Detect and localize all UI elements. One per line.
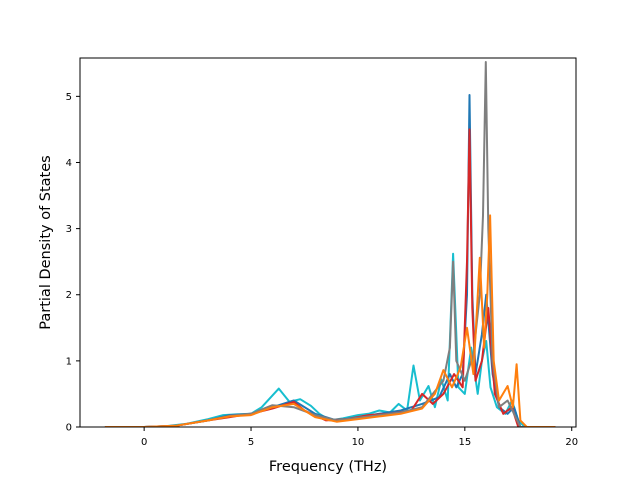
x-axis-label: Frequency (THz) — [269, 459, 387, 475]
tick-layer: 0 5 10 15 20 0 1 2 3 4 5 — [66, 92, 578, 448]
plot-frame — [79, 57, 577, 428]
x-tick-label: 20 — [565, 437, 578, 448]
y-tick-label: 3 — [66, 224, 72, 235]
x-tick-label: 5 — [248, 437, 254, 448]
y-tick-label: 5 — [66, 92, 72, 103]
x-tick-label: 0 — [141, 437, 147, 448]
y-axis-label: Partial Density of States — [38, 155, 54, 329]
y-tick-label: 0 — [66, 423, 72, 434]
x-tick-label: 15 — [458, 437, 471, 448]
y-tick-label: 2 — [66, 290, 72, 301]
x-tick-label: 10 — [352, 437, 365, 448]
series-line-4 — [104, 214, 556, 427]
y-tick-label: 4 — [66, 158, 72, 169]
y-tick-label: 1 — [66, 356, 72, 367]
series-layer — [104, 61, 556, 427]
series-line-3 — [104, 61, 556, 427]
